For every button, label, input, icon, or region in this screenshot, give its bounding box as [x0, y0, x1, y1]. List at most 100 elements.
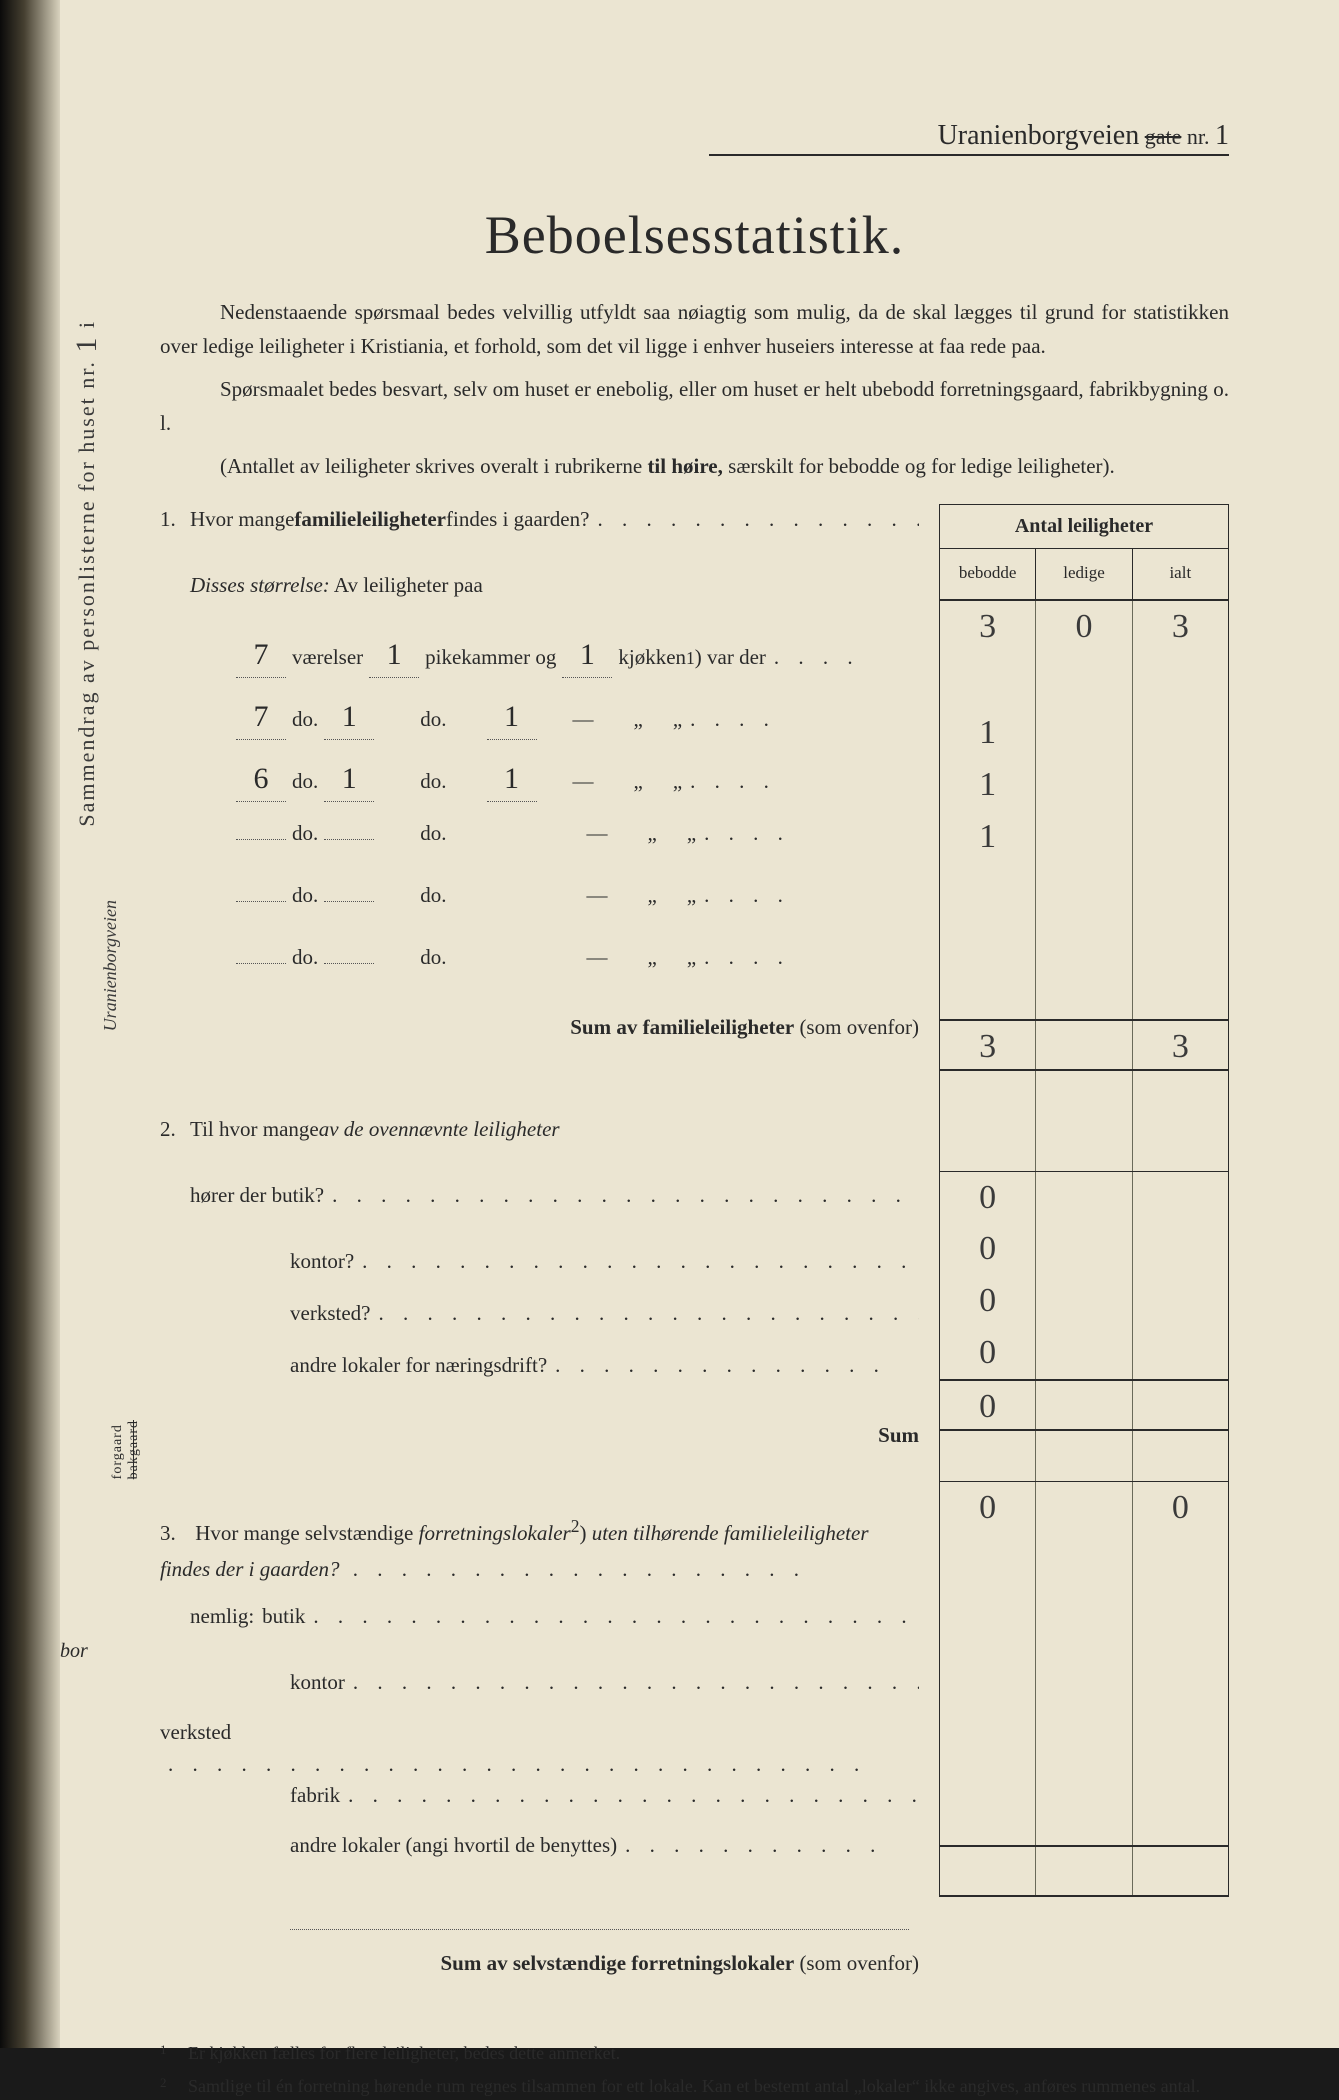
q2-sum-line: Sum — [160, 1420, 919, 1472]
vertical-summary: Sammendrag av personlisterne for huset n… — [70, 320, 104, 827]
header-nr-value: 1 — [1215, 120, 1229, 151]
r5-beb — [940, 915, 1036, 967]
r5-pike — [324, 901, 374, 902]
do: do. — [292, 942, 318, 974]
dots: . . . . . . . . . . . . . . . . . . . . … — [362, 1246, 919, 1278]
r1-pike: 1 — [369, 632, 419, 678]
col-ledige: ledige — [1036, 549, 1132, 599]
r4-ialt — [1133, 863, 1228, 915]
r3-ialt — [1133, 811, 1228, 863]
q3-andre-row — [940, 1741, 1228, 1793]
q2-andre-line: andre lokaler for næringsdrift? . . . . … — [290, 1350, 919, 1402]
q1-row: 3 0 3 — [940, 599, 1228, 651]
q2-andre-label: andre lokaler for næringsdrift? — [290, 1350, 547, 1382]
q3-butik-row — [940, 1533, 1228, 1585]
count-table: Antal leiligheter bebodde ledige ialt 3 … — [939, 504, 1229, 1897]
ditto: „ — [648, 942, 657, 974]
q2-text-b: av de ovennævnte leiligheter — [319, 1114, 560, 1146]
q3-beb: 0 — [940, 1482, 1036, 1533]
do: do. — [420, 880, 446, 912]
r1-ialt — [1133, 707, 1228, 759]
intro-p1: Nedenstaaende spørsmaal bedes velvillig … — [160, 296, 1229, 363]
r5-ialt — [1133, 915, 1228, 967]
room-row-5 — [940, 915, 1228, 967]
page-title: Beboelsesstatistik. — [160, 204, 1229, 266]
q3-line: 3. Hvor mange selvstændige forretningslo… — [160, 1512, 919, 1587]
room-line-2: 7 do. 1 do. 1 — „ „ . . . . — [230, 694, 919, 746]
q3-butik-line: nemlig: butik . . . . . . . . . . . . . … — [190, 1601, 919, 1653]
dots: . . . . — [704, 880, 919, 912]
r4-led — [1036, 863, 1132, 915]
r4-pike — [324, 839, 374, 840]
q2-sum: 0 — [940, 1381, 1036, 1429]
dots: . . . . . . . . . . . . . . — [597, 504, 919, 536]
r6-pike — [324, 963, 374, 964]
footnotes: 1 Er kjøkken fælles for flere leilighete… — [160, 2040, 1229, 2100]
q3-fabrik-line: fabrik . . . . . . . . . . . . . . . . .… — [290, 1780, 919, 1830]
dots: . . . . — [690, 766, 919, 798]
intro-p2-text: Spørsmaalet bedes besvart, selv om huset… — [160, 377, 1229, 435]
dots: . . . . — [704, 818, 919, 850]
q2-butik-row: 0 — [940, 1171, 1228, 1223]
forgaard-label: forgaard — [110, 1424, 125, 1479]
r4-beb — [940, 863, 1036, 915]
r6-vaer — [236, 963, 286, 964]
ditto: „ — [648, 880, 657, 912]
q1-text-b: familieleiligheter — [294, 504, 446, 536]
dots: . . . . . . . . . . . . . . . . . . . . … — [348, 1780, 919, 1812]
r4-vaer — [236, 839, 286, 840]
table-header: Antal leiligheter bebodde ledige ialt — [939, 504, 1229, 599]
q2-verksted-line: verksted? . . . . . . . . . . . . . . . … — [290, 1298, 919, 1350]
q3-text-c: ) — [579, 1521, 591, 1545]
bor-label: bor — [60, 1640, 88, 1663]
r6-led — [1036, 967, 1132, 1019]
q3-verksted: verksted — [160, 1720, 231, 1744]
q1-sum-row: 3 3 — [940, 1019, 1228, 1071]
vertical-nr: 1 — [70, 336, 104, 353]
r1-beb: 1 — [940, 707, 1036, 759]
q3-fabrik: fabrik — [290, 1780, 340, 1812]
var-der: ) var der — [695, 642, 766, 674]
q2-kontor: 0 — [940, 1223, 1036, 1275]
header-street: Uranienborgveien — [938, 120, 1140, 151]
disses-label: Disses størrelse: — [190, 573, 330, 597]
dots: . . . . . . . . . . . — [625, 1830, 919, 1862]
do: do. — [292, 766, 318, 798]
room-row-1: 1 — [940, 707, 1228, 759]
footnote-1: 1 Er kjøkken fælles for flere leilighete… — [160, 2040, 1229, 2067]
vertical-i: i — [74, 320, 99, 328]
r3-vaer: 6 — [236, 756, 286, 802]
r3-pike: 1 — [324, 756, 374, 802]
q3-text-a: Hvor mange selvstændige — [195, 1521, 418, 1545]
q3-butik: butik — [262, 1601, 305, 1633]
q1-sum-label: Sum av familieleiligheter — [570, 1015, 794, 1039]
q1-disses: Disses størrelse: Av leiligheter paa — [190, 570, 919, 622]
q3-ialt: 0 — [1133, 1482, 1228, 1533]
q1-sum-ialt: 3 — [1133, 1021, 1228, 1069]
q1-num: 1. — [160, 504, 190, 536]
q3-text-b: forretningslokaler — [419, 1521, 571, 1545]
q2-kontor-row: 0 — [940, 1223, 1228, 1275]
intro-p3c: særskilt for bebodde og for ledige leili… — [723, 454, 1115, 478]
q3-verksted-line: verksted . . . . . . . . . . . . . . . .… — [160, 1717, 919, 1780]
room-row-6 — [940, 967, 1228, 1019]
fn2-sup: 2 — [160, 2073, 180, 2100]
do: do. — [292, 818, 318, 850]
dots: . . . . . . . . . . . . . . . . . . . . … — [332, 1180, 919, 1212]
intro-p3a: (Antallet av leiligheter skrives overalt… — [220, 454, 647, 478]
q2-sum-label: Sum — [878, 1423, 919, 1447]
pikekammer-label: pikekammer og — [425, 642, 556, 674]
q3-verksted-row — [940, 1637, 1228, 1689]
q3-fabrik-row — [940, 1689, 1228, 1741]
vaerelser-label: værelser — [292, 642, 363, 674]
q3-kontor-row — [940, 1585, 1228, 1637]
r3-led — [1036, 811, 1132, 863]
r5-led — [1036, 915, 1132, 967]
r2-pike: 1 — [324, 694, 374, 740]
dots: . . . . . . . . . . . . . . . . . . . — [353, 1557, 806, 1581]
dots: . . . . . . . . . . . . . . — [555, 1350, 919, 1382]
q3-main-row: 00 — [940, 1481, 1228, 1533]
do: do. — [420, 818, 446, 850]
r5-vaer — [236, 901, 286, 902]
do: do. — [292, 704, 318, 736]
